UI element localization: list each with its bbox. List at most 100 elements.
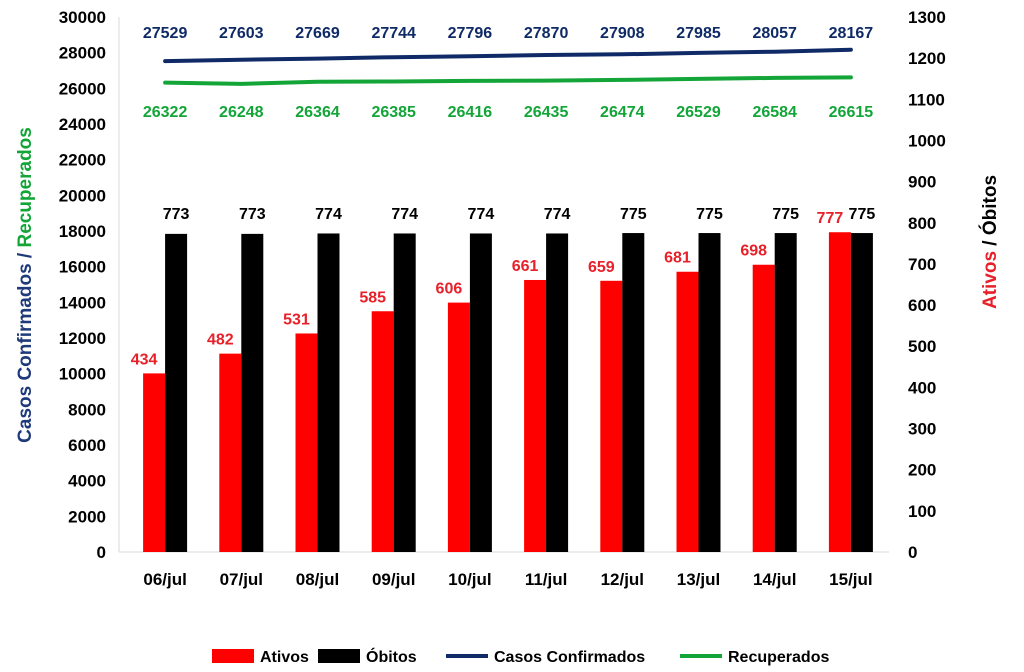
left-axis-tick-label: 16000 <box>59 258 106 277</box>
data-label-casos-confirmados: 27870 <box>524 25 569 42</box>
left-axis-title: Casos Confirmados / Recuperados <box>15 127 36 443</box>
bar-ativos <box>295 333 318 552</box>
data-label-ativos: 606 <box>436 281 463 298</box>
data-label-recuperados: 26385 <box>371 104 416 121</box>
left-axis-tick-label: 26000 <box>59 79 106 98</box>
left-axis-tick-label: 28000 <box>59 44 106 63</box>
right-axis-tick-label: 400 <box>908 378 936 397</box>
right-axis-tick-label: 1200 <box>908 49 946 68</box>
bar-obitos <box>469 233 492 552</box>
legend-label: Recuperados <box>728 649 829 666</box>
right-axis-tick-label: 1000 <box>908 131 946 150</box>
bar-obitos <box>241 233 264 552</box>
data-label-casos-confirmados: 28057 <box>752 25 797 42</box>
bar-obitos <box>317 233 340 552</box>
bar-ativos <box>219 353 242 552</box>
x-tick-label: 06/jul <box>143 570 186 589</box>
bar-ativos <box>143 373 166 552</box>
x-tick-label: 12/jul <box>601 570 644 589</box>
line-recuperados <box>163 75 853 86</box>
right-axis-tick-label: 700 <box>908 255 936 274</box>
data-label-obitos: 773 <box>239 206 266 223</box>
x-tick-label: 07/jul <box>220 570 263 589</box>
data-label-recuperados: 26615 <box>829 104 874 121</box>
bar-obitos <box>546 233 569 552</box>
data-label-obitos: 774 <box>544 206 571 223</box>
data-label-casos-confirmados: 27529 <box>143 25 188 42</box>
bar-ativos <box>371 311 394 552</box>
left-axis-tick-label: 12000 <box>59 329 106 348</box>
data-label-ativos: 777 <box>817 210 844 227</box>
left-axis-tick-label: 20000 <box>59 186 106 205</box>
data-label-recuperados: 26435 <box>524 104 569 121</box>
data-label-obitos: 775 <box>696 206 723 223</box>
data-label-obitos: 774 <box>315 206 342 223</box>
data-label-obitos: 774 <box>391 206 418 223</box>
x-tick-label: 15/jul <box>829 570 872 589</box>
data-label-recuperados: 26322 <box>143 104 188 121</box>
right-axis-tick-label: 800 <box>908 214 936 233</box>
data-label-casos-confirmados: 27908 <box>600 25 645 42</box>
bar-ativos <box>676 271 699 552</box>
data-label-casos-confirmados: 27796 <box>448 25 493 42</box>
bar-obitos <box>850 233 873 553</box>
right-axis-tick-label: 300 <box>908 420 936 439</box>
x-tick-label: 13/jul <box>677 570 720 589</box>
bar-ativos <box>600 280 623 552</box>
data-label-recuperados: 26529 <box>676 104 721 121</box>
data-label-recuperados: 26416 <box>448 104 493 121</box>
data-label-ativos: 531 <box>283 311 310 328</box>
data-label-casos-confirmados: 27744 <box>371 25 416 42</box>
data-label-ativos: 661 <box>512 258 539 275</box>
data-label-obitos: 775 <box>620 206 647 223</box>
legend-swatch-ativos <box>212 649 254 663</box>
x-tick-label: 14/jul <box>753 570 796 589</box>
data-label-recuperados: 26474 <box>600 104 645 121</box>
data-label-casos-confirmados: 27985 <box>676 25 721 42</box>
x-tick-label: 11/jul <box>525 570 568 589</box>
right-axis-tick-label: 1300 <box>908 8 946 27</box>
legend-label: Óbitos <box>366 647 417 666</box>
right-axis-title: Ativos / Óbitos <box>979 175 1001 309</box>
left-axis-tick-label: 30000 <box>59 8 106 27</box>
right-axis-tick-label: 500 <box>908 337 936 356</box>
data-label-casos-confirmados: 27669 <box>295 25 340 42</box>
left-axis-tick-label: 14000 <box>59 293 106 312</box>
left-axis-tick-label: 18000 <box>59 222 106 241</box>
left-axis-tick-label: 10000 <box>59 365 106 384</box>
data-label-obitos: 773 <box>163 206 190 223</box>
data-label-obitos: 775 <box>849 206 876 223</box>
right-axis-tick-label: 900 <box>908 173 936 192</box>
data-label-obitos: 774 <box>468 206 495 223</box>
bar-obitos <box>698 233 721 553</box>
data-label-ativos: 681 <box>664 250 691 267</box>
legend-label: Ativos <box>260 649 309 666</box>
bar-ativos <box>752 264 775 552</box>
data-label-ativos: 434 <box>131 351 158 368</box>
x-tick-label: 08/jul <box>296 570 339 589</box>
legend-swatch-obitos <box>318 649 360 663</box>
data-label-recuperados: 26584 <box>752 104 797 121</box>
data-label-obitos: 775 <box>772 206 799 223</box>
left-axis-tick-label: 0 <box>97 543 106 562</box>
data-label-ativos: 659 <box>588 259 615 276</box>
right-axis-tick-label: 0 <box>908 543 917 562</box>
bar-ativos <box>828 232 851 552</box>
data-label-casos-confirmados: 28167 <box>829 25 874 42</box>
x-tick-label: 10/jul <box>448 570 491 589</box>
x-tick-label: 09/jul <box>372 570 415 589</box>
bar-obitos <box>393 233 416 552</box>
left-axis-tick-label: 24000 <box>59 115 106 134</box>
left-axis-tick-label: 6000 <box>68 436 106 455</box>
data-label-casos-confirmados: 27603 <box>219 25 264 42</box>
legend-label: Casos Confirmados <box>494 649 645 666</box>
bar-obitos <box>774 233 797 553</box>
bar-obitos <box>622 233 645 553</box>
data-label-recuperados: 26364 <box>295 104 340 121</box>
bar-obitos <box>165 233 188 552</box>
data-label-recuperados: 26248 <box>219 104 264 121</box>
bar-ativos <box>524 279 547 552</box>
left-axis-tick-label: 2000 <box>68 507 106 526</box>
left-axis-tick-label: 4000 <box>68 472 106 491</box>
